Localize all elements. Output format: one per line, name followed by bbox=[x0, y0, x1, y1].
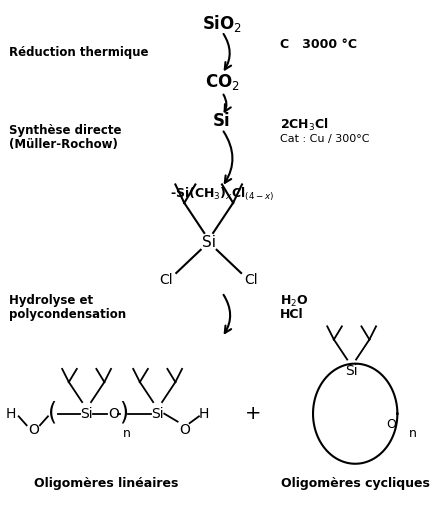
Text: H: H bbox=[6, 407, 16, 421]
Text: ): ) bbox=[119, 401, 128, 425]
Text: Si: Si bbox=[80, 407, 93, 421]
Text: Si: Si bbox=[213, 112, 231, 130]
Text: Si: Si bbox=[345, 364, 358, 378]
Text: Si: Si bbox=[202, 235, 216, 250]
Text: H$_2$O: H$_2$O bbox=[280, 294, 308, 309]
Text: O: O bbox=[28, 423, 39, 436]
Text: Cl: Cl bbox=[160, 274, 173, 287]
Text: Oligomères cycliques: Oligomères cycliques bbox=[281, 477, 430, 490]
Text: 2CH$_3$Cl: 2CH$_3$Cl bbox=[280, 118, 329, 133]
FancyArrowPatch shape bbox=[223, 131, 233, 183]
Text: Cat : Cu / 300°C: Cat : Cu / 300°C bbox=[280, 134, 369, 143]
Text: -Si(CH$_3$)$_x$Cl$_{(4-x)}$: -Si(CH$_3$)$_x$Cl$_{(4-x)}$ bbox=[170, 185, 274, 203]
Text: n: n bbox=[409, 427, 417, 440]
Text: SiO$_2$: SiO$_2$ bbox=[202, 13, 242, 34]
Text: HCl: HCl bbox=[280, 308, 303, 321]
Text: O: O bbox=[386, 418, 396, 431]
Text: +: + bbox=[245, 404, 262, 423]
Text: CO$_2$: CO$_2$ bbox=[205, 72, 239, 92]
Text: O: O bbox=[179, 423, 190, 436]
Text: C   3000 °C: C 3000 °C bbox=[280, 38, 357, 51]
Text: Hydrolyse et: Hydrolyse et bbox=[9, 294, 93, 307]
FancyArrowPatch shape bbox=[223, 295, 231, 333]
FancyArrowPatch shape bbox=[223, 34, 231, 70]
Text: polycondensation: polycondensation bbox=[9, 308, 126, 321]
Text: Cl: Cl bbox=[244, 274, 258, 287]
Text: Si: Si bbox=[151, 407, 164, 421]
Text: H: H bbox=[199, 407, 210, 421]
Text: (: ( bbox=[48, 401, 57, 425]
Text: (Müller-Rochow): (Müller-Rochow) bbox=[9, 139, 118, 151]
Text: O: O bbox=[108, 407, 119, 421]
Text: Réduction thermique: Réduction thermique bbox=[9, 46, 148, 59]
Text: Oligomères linéaires: Oligomères linéaires bbox=[34, 477, 179, 490]
Text: Synthèse directe: Synthèse directe bbox=[9, 124, 121, 137]
Text: n: n bbox=[123, 427, 131, 440]
FancyArrowPatch shape bbox=[223, 94, 231, 112]
